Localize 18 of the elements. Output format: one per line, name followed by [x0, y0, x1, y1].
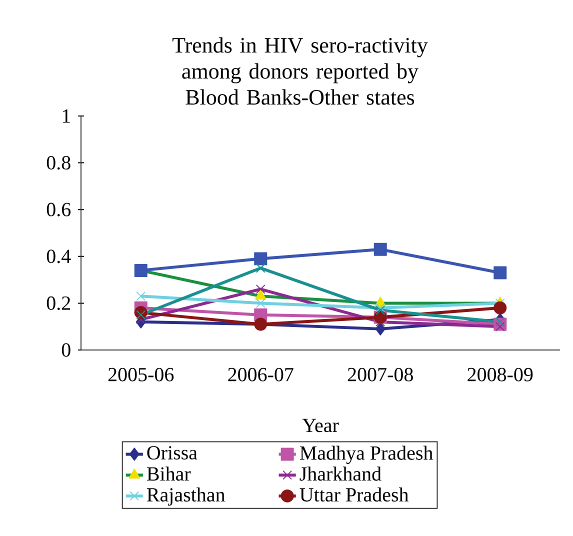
- legend-label: Madhya Pradesh: [300, 446, 433, 464]
- y-tick-label: 0.4: [46, 250, 71, 264]
- x-tick-label: 2008-09: [468, 368, 533, 382]
- legend-label: Bihar: [147, 466, 191, 481]
- legend-label: Jharkhand: [300, 466, 382, 481]
- y-tick-label: 0: [62, 343, 70, 357]
- x-tick-label: 2006-07: [228, 368, 294, 382]
- x-tick-label: 2007-08: [348, 368, 413, 382]
- y-tick-label: 0.2: [46, 296, 70, 310]
- chart-title: Trends in HIV sero-ractivity among donors reported by Blood Banks-Other states: [172, 37, 428, 105]
- x-axis-title: Year: [302, 418, 339, 432]
- x-tick-label: 2005-06: [108, 368, 174, 382]
- legend-label: Uttar Pradesh: [300, 488, 409, 502]
- y-tick-label: 1: [62, 109, 70, 123]
- legend-label: Orissa: [147, 446, 198, 460]
- y-tick-label: 0.6: [46, 202, 71, 216]
- legend-label: Rajasthan: [147, 488, 225, 506]
- y-tick-label: 0.8: [46, 156, 70, 170]
